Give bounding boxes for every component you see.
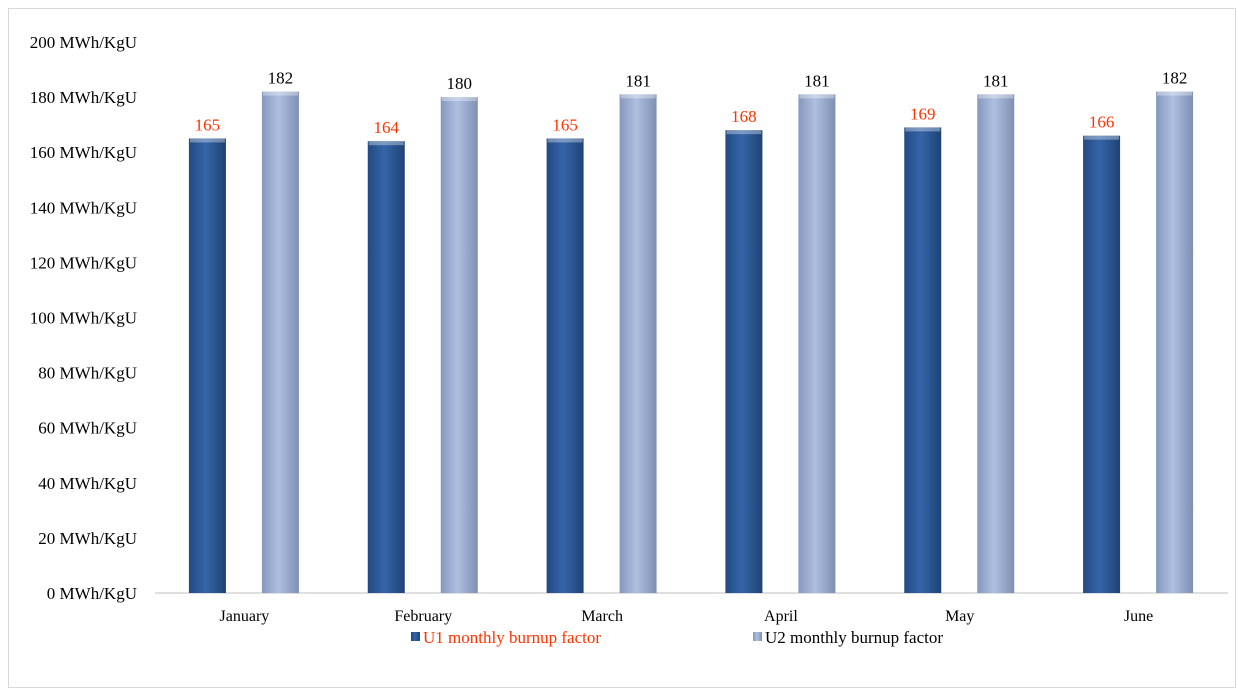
x-tick-label: June [1124,608,1153,625]
bar-bevel [905,127,941,132]
data-label: 181 [804,71,830,90]
y-tick-label: 0 MWh/KgU [47,584,137,603]
data-label: 169 [910,104,936,123]
bar-bevel [262,91,298,96]
data-label: 166 [1089,113,1115,132]
data-label: 181 [983,71,1009,90]
bar-u2 [440,97,478,593]
legend-swatch [411,632,420,641]
y-tick-label: 80 MWh/KgU [38,364,137,383]
y-tick-label: 120 MWh/KgU [30,253,137,272]
legend: U1 monthly burnup factor U2 monthly burnu… [411,628,943,647]
y-tick-label: 180 MWh/KgU [30,88,137,107]
bar-bevel [978,94,1014,99]
y-tick-label: 100 MWh/KgU [30,309,137,328]
bar-u1 [367,141,405,593]
x-axis: January February March April May June [155,592,1228,625]
x-tick-label: February [394,608,452,625]
bar-u1 [546,138,584,594]
y-tick-label: 160 MWh/KgU [30,143,137,162]
x-tick-label: January [220,608,270,625]
bars [188,91,1194,594]
y-tick-label: 200 MWh/KgU [30,33,137,52]
legend-swatch [753,632,762,641]
bar-bevel [726,130,762,135]
bar-u2 [261,91,299,593]
data-labels: 165 182 164 180 165 181 168 181 169 181 166 182 [195,69,1188,138]
data-label: 181 [625,71,651,90]
y-tick-label: 140 MWh/KgU [30,198,137,217]
bar-u1 [904,127,942,593]
bar-bevel [799,94,835,99]
bar-bevel [189,138,225,143]
y-tick-label: 20 MWh/KgU [38,529,137,548]
bar-u2 [619,94,657,593]
data-label: 168 [731,107,757,126]
bar-u2 [977,94,1015,593]
bar-bevel [368,141,404,146]
bar-u2 [1156,91,1194,593]
bar-bevel [441,97,477,102]
bar-u1 [725,130,763,593]
y-tick-label: 60 MWh/KgU [38,419,137,438]
data-label: 180 [447,74,473,93]
bar-u1 [188,138,226,594]
y-axis: 0 MWh/KgU 20 MWh/KgU 40 MWh/KgU 60 MWh/KgU 8… [30,33,137,603]
bar-bevel [1157,91,1193,96]
legend-label: U2 monthly burnup factor [765,628,943,647]
bar-u2 [798,94,836,593]
bar-bevel [620,94,656,99]
bar-bevel [547,138,583,143]
data-label: 182 [1162,69,1188,88]
bar-bevel [1084,135,1120,140]
bar-u1 [1083,135,1121,594]
data-label: 165 [195,115,221,134]
legend-label: U1 monthly burnup factor [423,628,601,647]
data-label: 182 [268,69,294,88]
y-tick-label: 40 MWh/KgU [38,474,137,493]
data-label: 165 [552,115,578,134]
data-label: 164 [374,118,400,137]
x-tick-label: March [581,608,623,625]
x-tick-label: April [764,608,798,625]
x-tick-label: May [945,608,974,625]
